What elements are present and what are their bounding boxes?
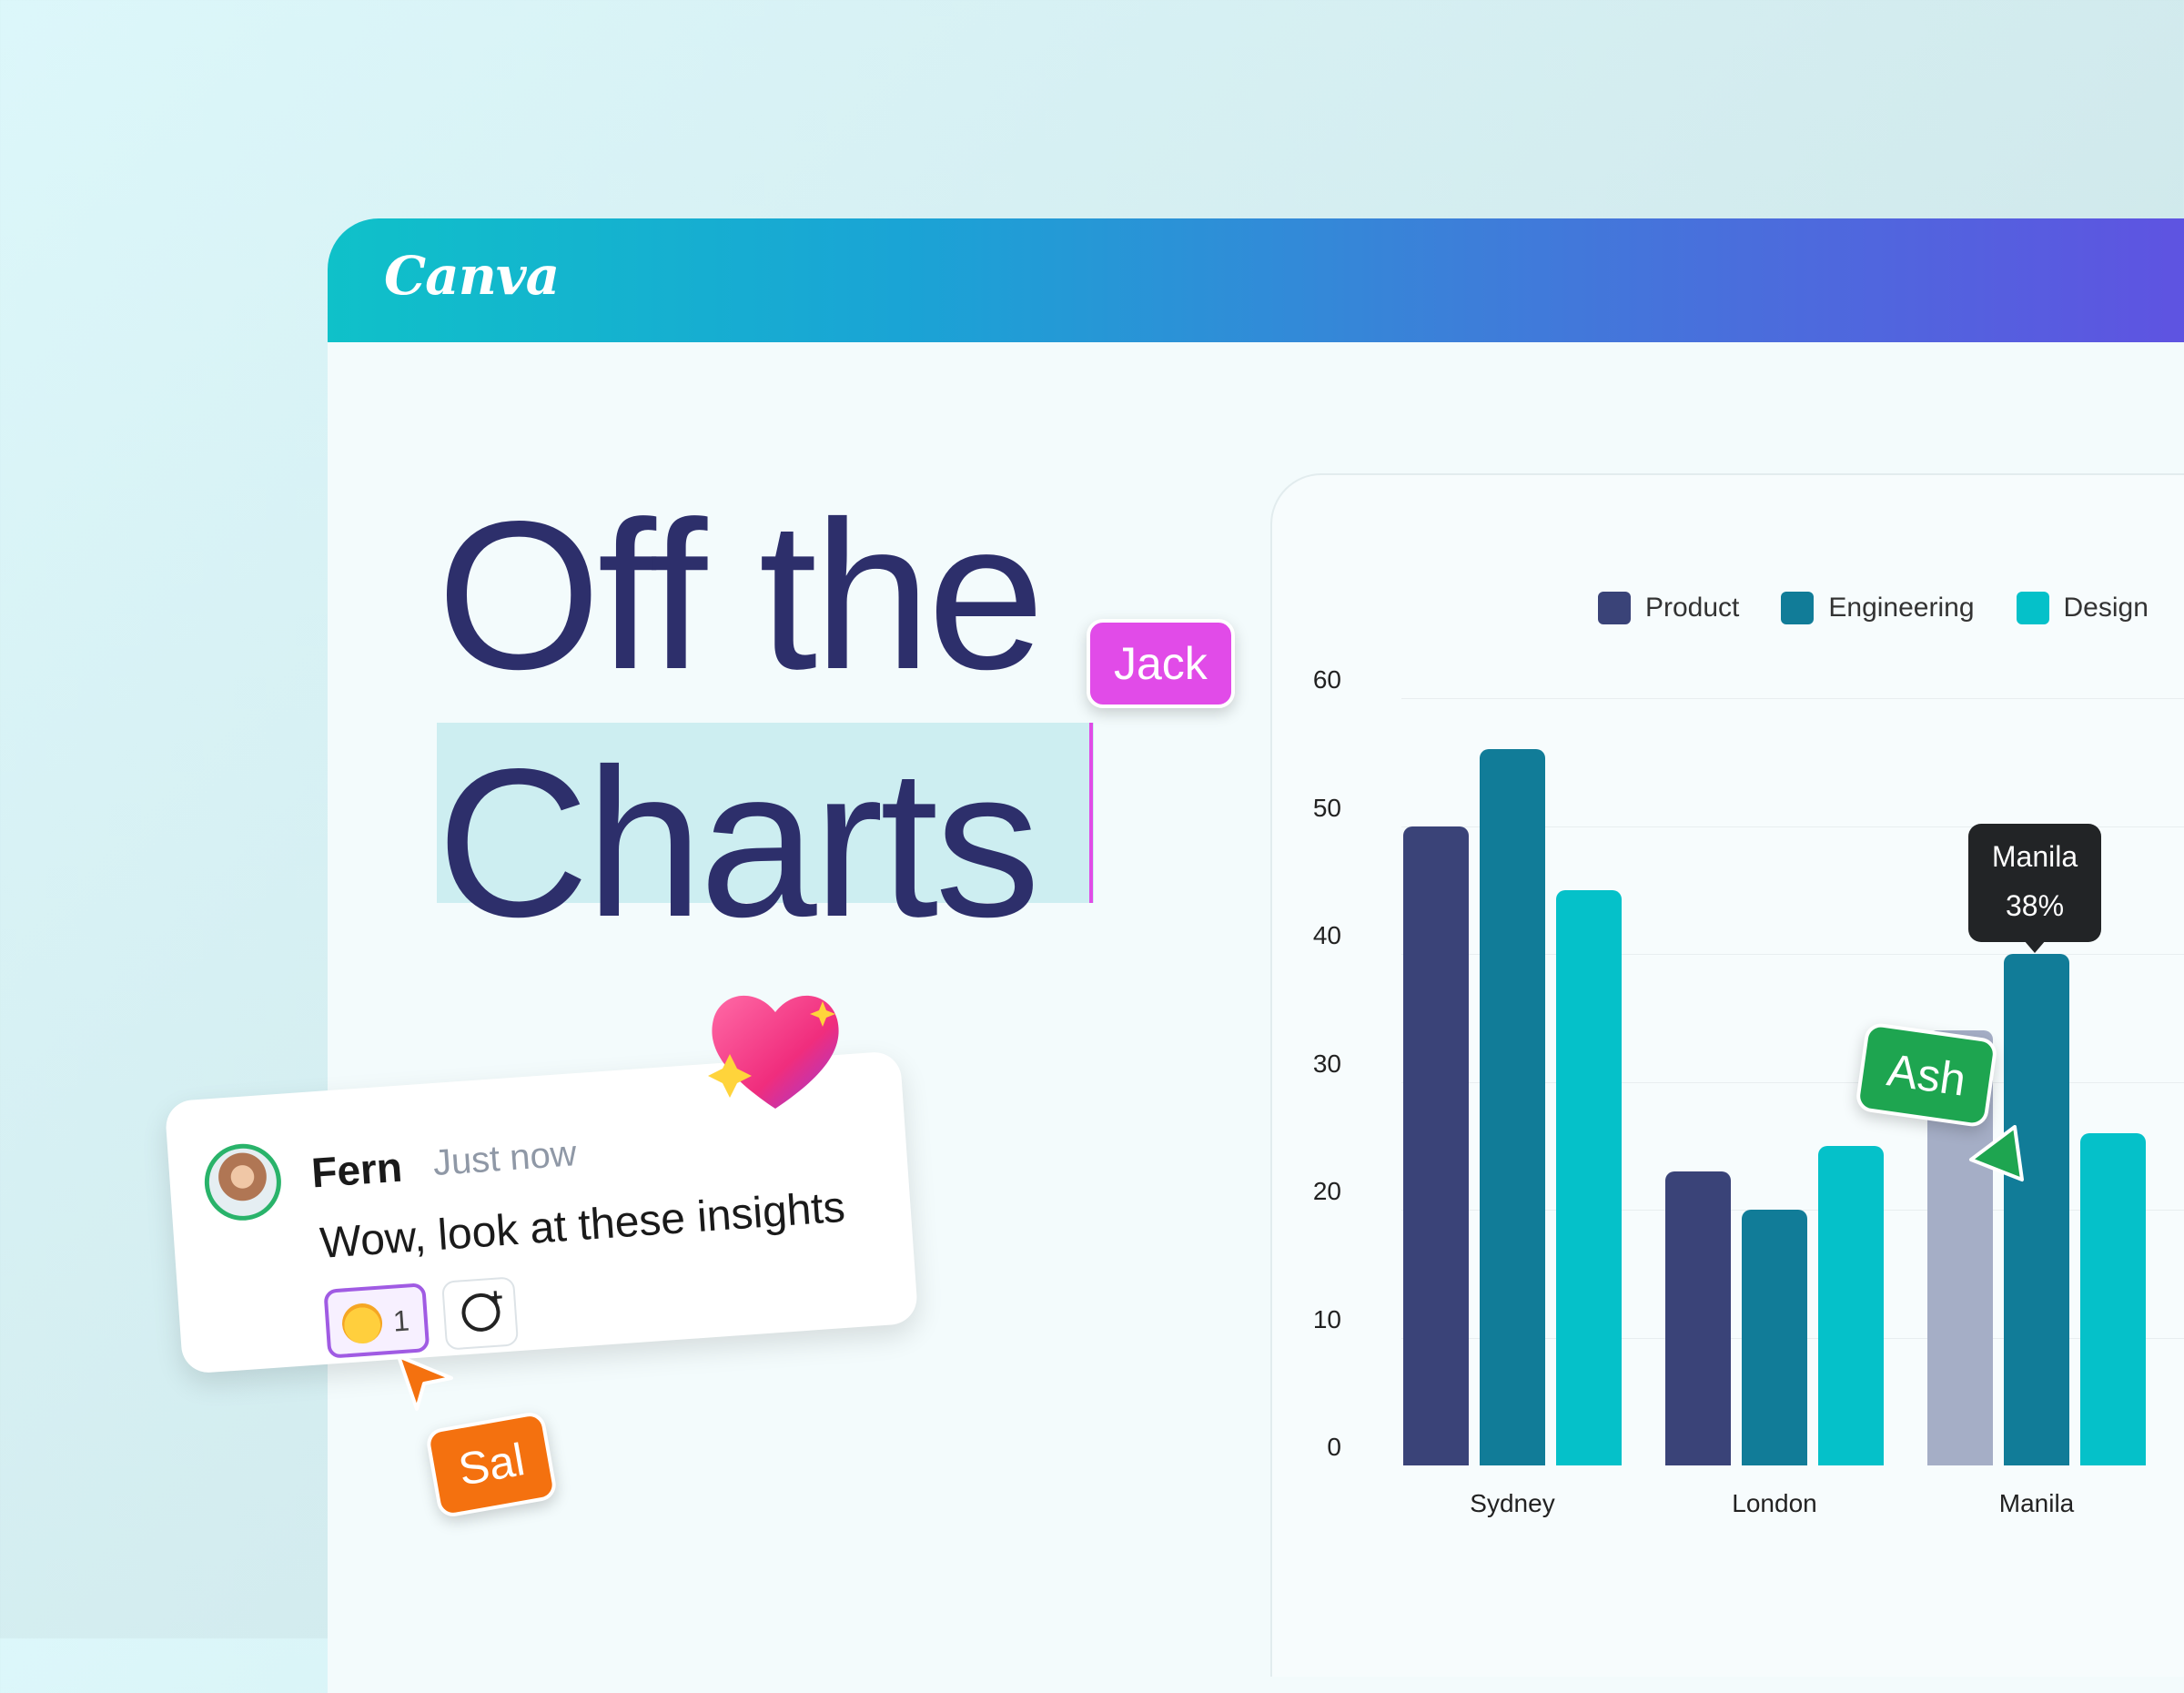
sal-cursor-icon — [397, 1354, 453, 1411]
reaction-button[interactable]: 1 — [323, 1282, 430, 1359]
legend-item-engineering: Engineering — [1781, 592, 1975, 624]
plus-icon: + — [487, 1282, 504, 1313]
gridline — [1401, 826, 2184, 827]
x-category-label: London — [1732, 1489, 1817, 1517]
gridline — [1401, 954, 2184, 955]
add-reaction-button[interactable]: + — [441, 1276, 520, 1351]
legend-item-design: Design — [2016, 592, 2149, 624]
tooltip-title: Manila — [1991, 840, 2078, 873]
text-caret — [1089, 723, 1093, 903]
bar-sydney-engineering[interactable] — [1480, 749, 1545, 1465]
reaction-count: 1 — [391, 1303, 410, 1338]
x-category-label: Manila — [1998, 1489, 2075, 1517]
legend-swatch-engineering — [1781, 592, 1815, 624]
legend-swatch-design — [2016, 592, 2049, 624]
text-selection-highlight — [437, 723, 1094, 903]
comment-timestamp: Just now — [431, 1133, 578, 1184]
bar-manila-design[interactable] — [2080, 1132, 2146, 1465]
headline-line-2[interactable]: Charts — [437, 725, 1040, 961]
x-category-label: Sydney — [1470, 1489, 1555, 1517]
gridline — [1401, 698, 2184, 699]
comment-text: Wow, look at these insights — [318, 1182, 847, 1268]
legend-label-design: Design — [2063, 593, 2149, 623]
tooltip-value: 38% — [2005, 889, 2065, 922]
bar-london-design[interactable] — [1818, 1145, 1884, 1465]
y-tick-label: 30 — [1312, 1049, 1341, 1078]
top-bar: Canva — [328, 218, 2184, 342]
avatar[interactable] — [202, 1140, 284, 1223]
legend-item-product: Product — [1598, 592, 1739, 624]
bar-london-product[interactable] — [1665, 1171, 1731, 1465]
bar-sydney-design[interactable] — [1556, 889, 1622, 1465]
y-tick-label: 20 — [1312, 1177, 1341, 1205]
bar-sydney-product[interactable] — [1403, 826, 1469, 1465]
chart-tooltip: Manila 38% — [1968, 824, 2101, 942]
comment-author: Fern — [309, 1142, 404, 1197]
sparkling-heart-icon — [708, 995, 839, 1109]
y-tick-label: 60 — [1312, 665, 1341, 694]
bar-london-engineering[interactable] — [1742, 1210, 1807, 1465]
heart-eyes-emoji-icon — [340, 1302, 384, 1345]
collaborator-tag-jack: Jack — [1087, 619, 1235, 708]
y-tick-label: 50 — [1312, 793, 1341, 822]
y-tick-label: 0 — [1327, 1433, 1341, 1461]
tooltip-arrow — [2024, 940, 2046, 953]
collaborator-tag-ash: Ash — [1854, 1021, 1999, 1129]
legend-swatch-product — [1598, 592, 1631, 624]
chart-legend: Product Engineering Design — [1598, 592, 2149, 624]
headline-line-1[interactable]: Off the — [437, 478, 1045, 714]
bar-manila-engineering[interactable] — [2004, 954, 2069, 1465]
legend-label-engineering: Engineering — [1828, 593, 1975, 623]
legend-label-product: Product — [1645, 593, 1740, 623]
canva-logo[interactable]: Canva — [384, 245, 560, 307]
y-tick-label: 10 — [1312, 1304, 1341, 1333]
ash-cursor-icon — [1969, 1125, 2024, 1181]
y-tick-label: 40 — [1312, 921, 1341, 949]
gridline — [1401, 1081, 2184, 1083]
